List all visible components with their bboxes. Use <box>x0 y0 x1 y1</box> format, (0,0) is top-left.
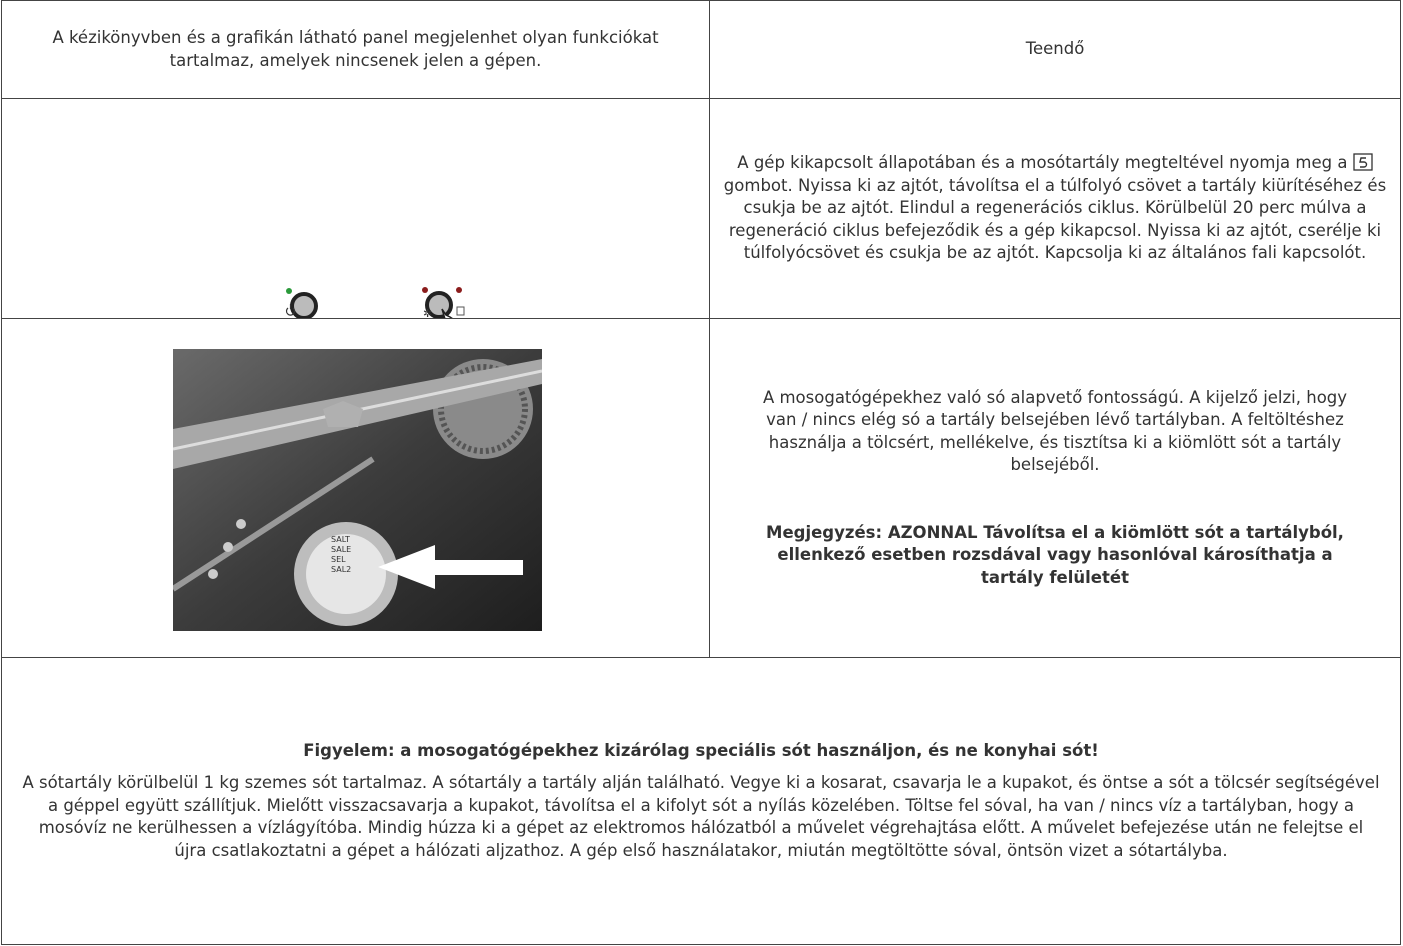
border <box>1400 0 1401 945</box>
border <box>1 0 1401 1</box>
border <box>1 657 1401 658</box>
border <box>1 318 1401 319</box>
warning: Figyelem: a mosogatógépekhez kizárólag s… <box>303 740 1099 760</box>
header-cell: Teendő <box>710 1 1400 98</box>
header-right: Teendő <box>1025 39 1085 59</box>
header-cell: A kézikönyvben és a grafikán látható pan… <box>2 1 709 98</box>
border <box>1 0 2 945</box>
border <box>1 98 1401 99</box>
text: gombot. Nyissa ki az ajtót, távolítsa el… <box>723 175 1387 263</box>
button-icon <box>1353 153 1373 171</box>
text: A gép kikapcsolt állapotában és a mosóta… <box>737 153 1348 173</box>
note: Megjegyzés: AZONNAL Távolítsa el a kiöml… <box>766 522 1344 587</box>
instruction-cell: A gép kikapcsolt állapotában és a mosóta… <box>710 99 1400 318</box>
footer-text: A sótartály körülbelül 1 kg szemes sót t… <box>22 773 1380 860</box>
salt-info-cell: A mosogatógépekhez való só alapvető font… <box>710 319 1400 657</box>
svg-text:✲: ✲ <box>423 307 432 318</box>
cap-label: SAL2 <box>331 565 351 574</box>
photo-cell: SALT SALE SEL SAL2 <box>2 319 709 657</box>
panel-cell: ✲ <box>2 99 709 318</box>
cap-label: SEL <box>331 555 346 564</box>
border <box>1 944 1401 945</box>
border <box>709 0 710 657</box>
salt-info: A mosogatógépekhez való só alapvető font… <box>762 387 1348 475</box>
control-panel-illustration: ✲ <box>285 287 465 318</box>
cap-label: SALT <box>331 535 350 544</box>
header-left: A kézikönyvben és a grafikán látható pan… <box>52 28 659 70</box>
cap-label: SALE <box>331 545 351 554</box>
salt-container-photo: SALT SALE SEL SAL2 <box>173 349 542 631</box>
instruction-text: A gép kikapcsolt állapotában és a mosóta… <box>722 152 1388 265</box>
footer-cell: Figyelem: a mosogatógépekhez kizárólag s… <box>2 658 1400 944</box>
